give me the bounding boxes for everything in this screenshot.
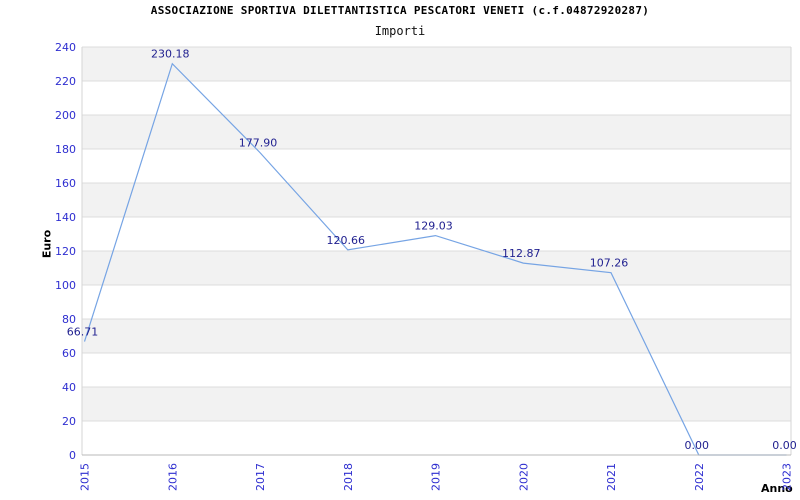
y-tick-label: 180 <box>55 143 76 156</box>
plot-band <box>82 183 791 217</box>
plot-band <box>82 319 791 353</box>
x-tick-label: 2020 <box>517 463 530 491</box>
plot-band <box>82 251 791 285</box>
series-line <box>83 62 787 456</box>
plot-band <box>82 387 791 421</box>
x-tick-label: 2021 <box>605 463 618 491</box>
y-tick-label: 100 <box>55 279 76 292</box>
plot-band <box>82 47 791 81</box>
data-label: 112.87 <box>502 247 541 260</box>
data-label: 120.66 <box>327 234 366 247</box>
y-tick-label: 80 <box>62 313 76 326</box>
data-label: 66.71 <box>67 326 99 339</box>
y-tick-label: 0 <box>69 449 76 462</box>
y-tick-label: 140 <box>55 211 76 224</box>
y-tick-label: 120 <box>55 245 76 258</box>
data-label: 177.90 <box>239 137 278 150</box>
y-tick-label: 20 <box>62 415 76 428</box>
x-tick-label: 2016 <box>166 463 179 491</box>
y-tick-label: 40 <box>62 381 76 394</box>
x-tick-label: 2022 <box>693 463 706 491</box>
y-tick-label: 60 <box>62 347 76 360</box>
data-label: 0.00 <box>772 439 797 452</box>
plot-band <box>82 115 791 149</box>
x-tick-label: 2019 <box>430 463 443 491</box>
y-tick-label: 220 <box>55 75 76 88</box>
x-tick-label: 2017 <box>254 463 267 491</box>
x-tick-label: 2015 <box>79 463 92 491</box>
data-label: 107.26 <box>590 257 629 270</box>
chart-subtitle: Importi <box>374 24 426 38</box>
data-label: 129.03 <box>414 220 453 233</box>
y-tick-label: 160 <box>55 177 76 190</box>
chart-title: ASSOCIAZIONE SPORTIVA DILETTANTISTICA PE… <box>150 4 650 17</box>
x-tick-label: 2023 <box>781 463 794 491</box>
x-axis-title: Anno <box>761 482 793 495</box>
data-label: 230.18 <box>151 48 190 61</box>
y-tick-label: 240 <box>55 41 76 54</box>
y-tick-label: 200 <box>55 109 76 122</box>
data-label: 0.00 <box>685 439 710 452</box>
x-tick-label: 2018 <box>342 463 355 491</box>
